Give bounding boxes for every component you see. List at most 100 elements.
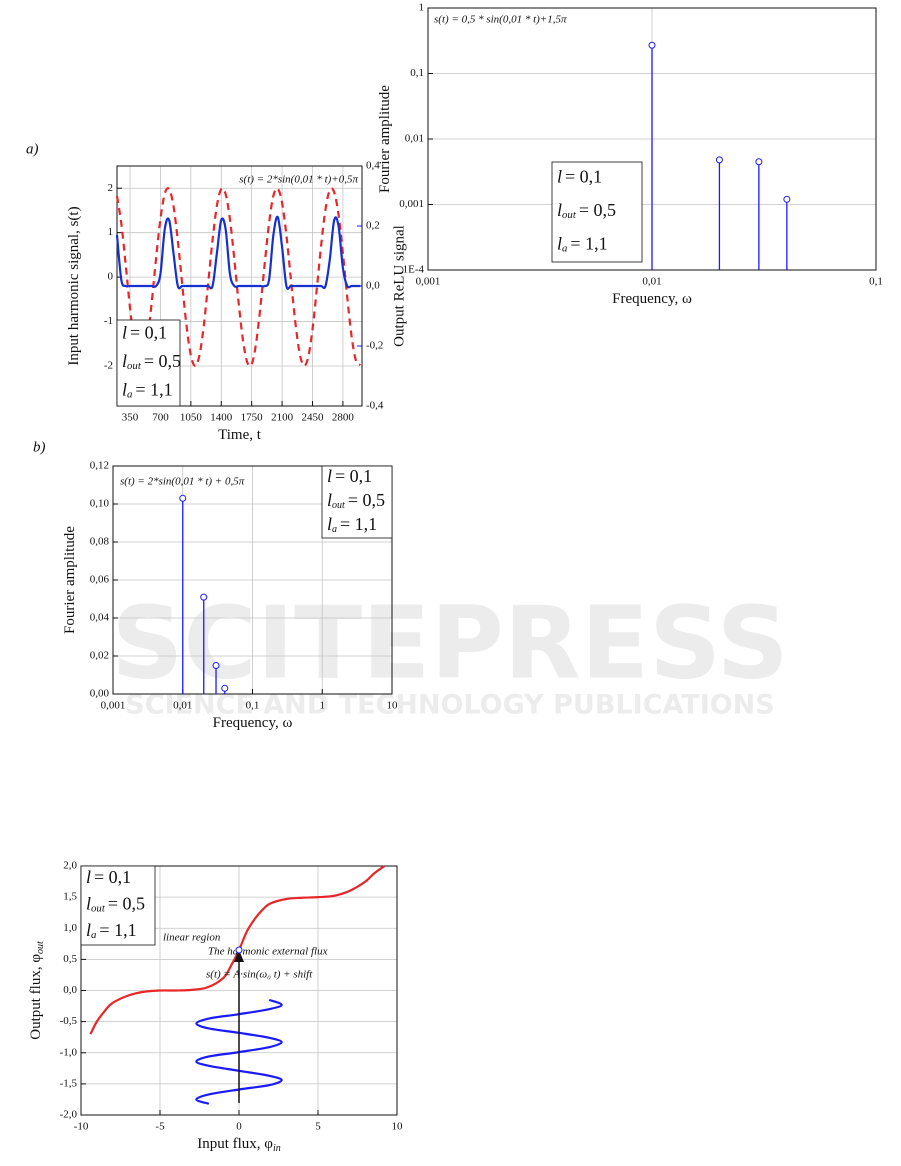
y-tick-label: 0,001: [399, 198, 424, 210]
x-axis-label-text: Input flux, φ: [197, 1136, 273, 1152]
y-axis-label: Output flux, φout: [28, 941, 46, 1040]
y-tick-label: -1,5: [60, 1077, 78, 1089]
y-tick-label: 1,5: [63, 891, 77, 903]
y-tick-label: 0,00: [90, 688, 110, 700]
x-tick-label: 700: [152, 412, 169, 424]
y-tick-label: 0,06: [90, 574, 110, 586]
param-box: [80, 865, 156, 946]
stem-marker: [648, 41, 656, 49]
y-tick-label: -2: [104, 360, 113, 372]
annotation: s(t) = 0,5 * sin(0,01 * t)+1,5π: [434, 14, 567, 26]
y-axis-label-text: Fourier amplitude: [377, 85, 393, 193]
series-line: [115, 215, 361, 290]
x-tick-label: 350: [122, 412, 139, 424]
stem-marker: [221, 684, 229, 692]
x-tick-label: 5: [315, 1121, 321, 1133]
param-sub: out: [127, 360, 142, 372]
y-tick-label: 0,12: [90, 460, 109, 472]
param-name: l: [86, 867, 91, 887]
stem-marker: [755, 158, 763, 166]
x-tick-label: 2450: [301, 412, 324, 424]
x-axis-label-text: Time, t: [218, 427, 262, 443]
param-value: = 0,1: [94, 867, 131, 887]
y2-axis-label: Output ReLU signal: [391, 225, 407, 347]
x-axis-label: Frequency, ω: [213, 715, 293, 731]
plot-frame: [112, 465, 393, 695]
y-tick-label: 1: [108, 226, 114, 238]
param-value: = 0,5: [108, 894, 145, 914]
param-value: = 1,1: [99, 920, 136, 940]
x-tick-label: -5: [155, 1121, 165, 1133]
param-name: l: [327, 514, 332, 534]
param-value: = 0,5: [348, 490, 385, 510]
param-name: l: [327, 466, 332, 486]
param-name: l: [557, 200, 562, 220]
param-entry: lout = 0,5: [122, 351, 181, 372]
param-entry: l = 0,1: [122, 322, 167, 342]
param-entry: lout = 0,5: [327, 490, 385, 511]
working-point: [235, 946, 243, 954]
annotation: s(t) = A·sin(ω₀ t) + shift: [206, 969, 313, 981]
y2-tick-label: 0,4: [366, 160, 380, 172]
panel-label: a): [26, 141, 39, 157]
plot-frame: [116, 165, 363, 407]
param-name: l: [86, 920, 91, 940]
param-value: = 0,1: [565, 167, 602, 187]
param-value: = 0,1: [130, 322, 167, 342]
param-name: l: [122, 351, 127, 371]
param-sub: a: [91, 929, 96, 941]
param-entry: l = 0,1: [327, 466, 372, 486]
y-axis-label: Fourier amplitude: [62, 526, 78, 634]
y-tick-label: -1: [104, 315, 113, 327]
param-entry: l = 0,1: [557, 167, 602, 187]
stem-marker: [200, 593, 208, 601]
x-tick-label: 0,1: [246, 700, 260, 712]
y-tick-label: 0,02: [90, 650, 109, 662]
param-name: l: [122, 380, 127, 400]
x-tick-label: 0,001: [101, 700, 126, 712]
param-sub: a: [127, 389, 132, 401]
y-axis-label-sub: out: [35, 941, 46, 954]
y-tick-label: 2: [108, 182, 114, 194]
x-tick-label: 0,01: [173, 700, 192, 712]
param-box: [551, 161, 643, 263]
annotation: linear region: [163, 932, 221, 944]
param-box: [321, 465, 393, 539]
y2-tick-label: -0,4: [366, 400, 384, 412]
y-tick-label: -2,0: [60, 1109, 78, 1121]
x-axis-label-sub: in: [273, 1143, 281, 1154]
x-axis-label: Frequency, ω: [612, 291, 692, 307]
y-tick-label: 0,5: [63, 953, 77, 965]
y-tick-label: 0,0: [63, 984, 77, 996]
stem-marker: [212, 662, 220, 669]
param-name: l: [327, 490, 332, 510]
x-tick-label: 0,1: [869, 276, 883, 288]
arrow-head: [234, 950, 244, 962]
y-axis-label: Fourier amplitude: [377, 85, 393, 193]
x-tick-label: 1: [320, 700, 326, 712]
stem-marker: [179, 494, 187, 502]
param-value: = 1,1: [570, 233, 607, 253]
y-tick-label: 0,04: [90, 612, 110, 624]
annotation: s(t) = 2*sin(0,01 * t) + 0,5π: [120, 476, 245, 488]
y-tick-label: 0,01: [405, 133, 424, 145]
x-axis-label: Time, t: [218, 427, 262, 443]
x-tick-label: 1050: [180, 412, 203, 424]
y-tick-label: 1E-4: [403, 264, 425, 276]
watermark-subtitle: SCIENCE AND TECHNOLOGY PUBLICATIONS: [125, 690, 774, 721]
param-entry: lout = 0,5: [557, 200, 616, 221]
y2-tick-label: -0,2: [366, 340, 383, 352]
y-axis-label: Input harmonic signal, s(t): [66, 206, 82, 365]
y2-tick-label: 0,2: [366, 220, 380, 232]
x-axis-label-text: Frequency, ω: [612, 291, 692, 307]
param-box: [116, 319, 181, 407]
y-tick-label: 0: [108, 271, 114, 283]
param-sub: out: [332, 500, 345, 511]
watermark: SCITEPRESS: [111, 584, 788, 701]
x-tick-label: -10: [74, 1121, 89, 1133]
param-name: l: [122, 322, 127, 342]
y-tick-label: 2,0: [63, 860, 77, 872]
y-tick-label: 1: [419, 2, 425, 14]
y-tick-label: -0,5: [60, 1015, 78, 1027]
